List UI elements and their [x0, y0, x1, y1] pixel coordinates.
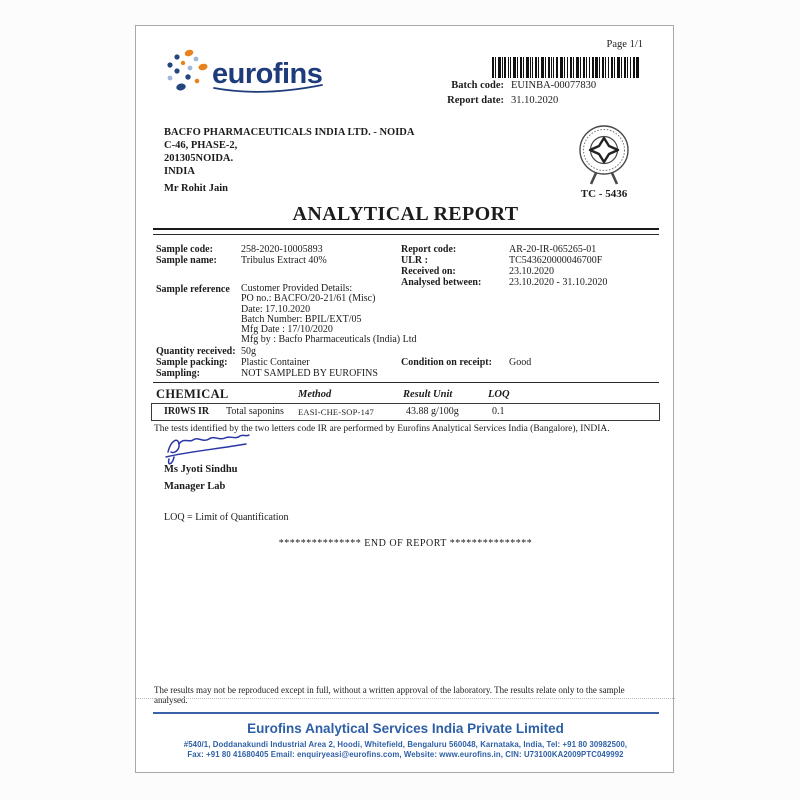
signatory-title: Manager Lab [164, 481, 226, 492]
loq-header: LOQ [488, 389, 510, 400]
ulr-value: TC543620000046700F [509, 255, 603, 266]
accreditation-code: TC - 5436 [580, 188, 628, 200]
accreditation-seal-icon [568, 124, 640, 186]
sampling-label: Sampling: [156, 368, 200, 379]
sampling-value: NOT SAMPLED BY EUROFINS [241, 368, 378, 379]
sample-reference-line: Batch Number: BPIL/EXT/05 [241, 313, 362, 325]
title-rule-top [153, 228, 659, 230]
report-code-label: Report code: [401, 244, 457, 255]
signatory-name: Ms Jyoti Sindhu [164, 464, 238, 475]
sample-code-value: 258-2020-10005893 [241, 244, 323, 255]
parameter-name: Total saponins [226, 406, 284, 417]
footer-rule [153, 712, 659, 714]
loq-value: 0.1 [492, 406, 505, 417]
batch-code-row: Batch code: EUINBA-00077830 [386, 80, 596, 91]
lab-code: IR [198, 406, 210, 417]
recipient-company: BACFO PHARMACEUTICALS INDIA LTD. - NOIDA [164, 127, 415, 138]
sample-reference-line: Date: 17.10.2020 [241, 303, 311, 315]
sample-packing-label: Sample packing: [156, 357, 228, 368]
signature-image [162, 430, 257, 468]
report-code-value: AR-20-IR-065265-01 [509, 244, 597, 255]
result-unit: g/100g [431, 406, 459, 417]
condition-value: Good [509, 357, 532, 368]
sample-code-label: Sample code: [156, 244, 213, 255]
report-title: ANALYTICAL REPORT [292, 203, 519, 225]
chemical-result-row [151, 403, 660, 421]
disclaimer-divider [136, 698, 675, 699]
condition-label: Condition on receipt: [401, 357, 492, 368]
end-of-report: *************** END OF REPORT **********… [278, 538, 533, 549]
chemical-section-label: CHEMICAL [156, 387, 229, 401]
method-header: Method [298, 389, 332, 400]
result-value: 43.88 g/100g [406, 406, 459, 417]
sample-name-label: Sample name: [156, 255, 217, 266]
recipient-contact: Mr Rohit Jain [164, 183, 228, 194]
sample-name-value: Tribulus Extract 40% [241, 255, 327, 266]
sample-packing-value: Plastic Container [241, 357, 310, 368]
loq-abbreviation-note: LOQ = Limit of Quantification [164, 512, 289, 523]
result-number: 43.88 [406, 406, 429, 417]
recipient-address-line1: C-46, PHASE-2, [164, 140, 238, 151]
eurofins-logo-icon: eurofins [167, 49, 323, 93]
report-page: Page 1/1 eurofins [135, 25, 675, 773]
quantity-received-label: Quantity received: [156, 346, 236, 357]
recipient-address-line2: 201305NOIDA. [164, 153, 234, 164]
report-date-value: 31.10.2020 [511, 95, 559, 106]
batch-code-value: EUINBA-00077830 [511, 80, 597, 91]
test-location-note: The tests identified by the two letters … [154, 424, 610, 434]
sample-reference-line: Mfg by : Bacfo Pharmaceuticals (India) L… [241, 334, 417, 346]
footer-company: Eurofins Analytical Services India Priva… [247, 721, 564, 736]
eurofins-logo: eurofins [162, 44, 332, 98]
barcode [492, 57, 639, 78]
disclaimer-text: The results may not be reproduced except… [154, 685, 625, 705]
received-on-label: Received on: [401, 266, 456, 277]
sample-reference-line: Mfg Date : 17/10/2020 [241, 324, 333, 336]
recipient-address-line3: INDIA [164, 166, 195, 177]
batch-code-label: Batch code: [451, 80, 504, 91]
result-unit-header: Result Unit [403, 389, 453, 400]
svg-text:eurofins: eurofins [212, 58, 322, 90]
ulr-label: ULR : [401, 255, 428, 266]
test-code: IR0WS [164, 406, 196, 417]
recipient-address: BACFO PHARMACEUTICALS INDIA LTD. - NOIDA… [164, 126, 414, 178]
footer-address-line2: Fax: +91 80 41680405 Email: enquiryeasi@… [187, 750, 624, 759]
quantity-received-value: 50g [241, 346, 256, 357]
analysed-between-label: Analysed between: [401, 277, 482, 288]
sample-reference-line: Customer Provided Details: [241, 283, 353, 294]
sample-reference-label: Sample reference [156, 284, 230, 295]
footer-address-line1: #540/1, Doddanakundi Industrial Area 2, … [183, 740, 628, 749]
report-date-label: Report date: [447, 95, 504, 106]
sample-reference-details: Customer Provided Details: PO no.: BACFO… [241, 283, 417, 346]
sample-reference-line: PO no.: BACFO/20-21/61 (Misc) [241, 293, 376, 305]
chemical-section-rule [153, 382, 659, 383]
title-rule-bottom [153, 234, 659, 235]
report-date-row: Report date: 31.10.2020 [386, 95, 558, 106]
method-value: EASI-CHE-SOP-147 [298, 407, 374, 417]
analysed-between-value: 23.10.2020 - 31.10.2020 [509, 277, 608, 288]
received-on-value: 23.10.2020 [509, 266, 554, 277]
page-number: Page 1/1 [606, 39, 643, 50]
